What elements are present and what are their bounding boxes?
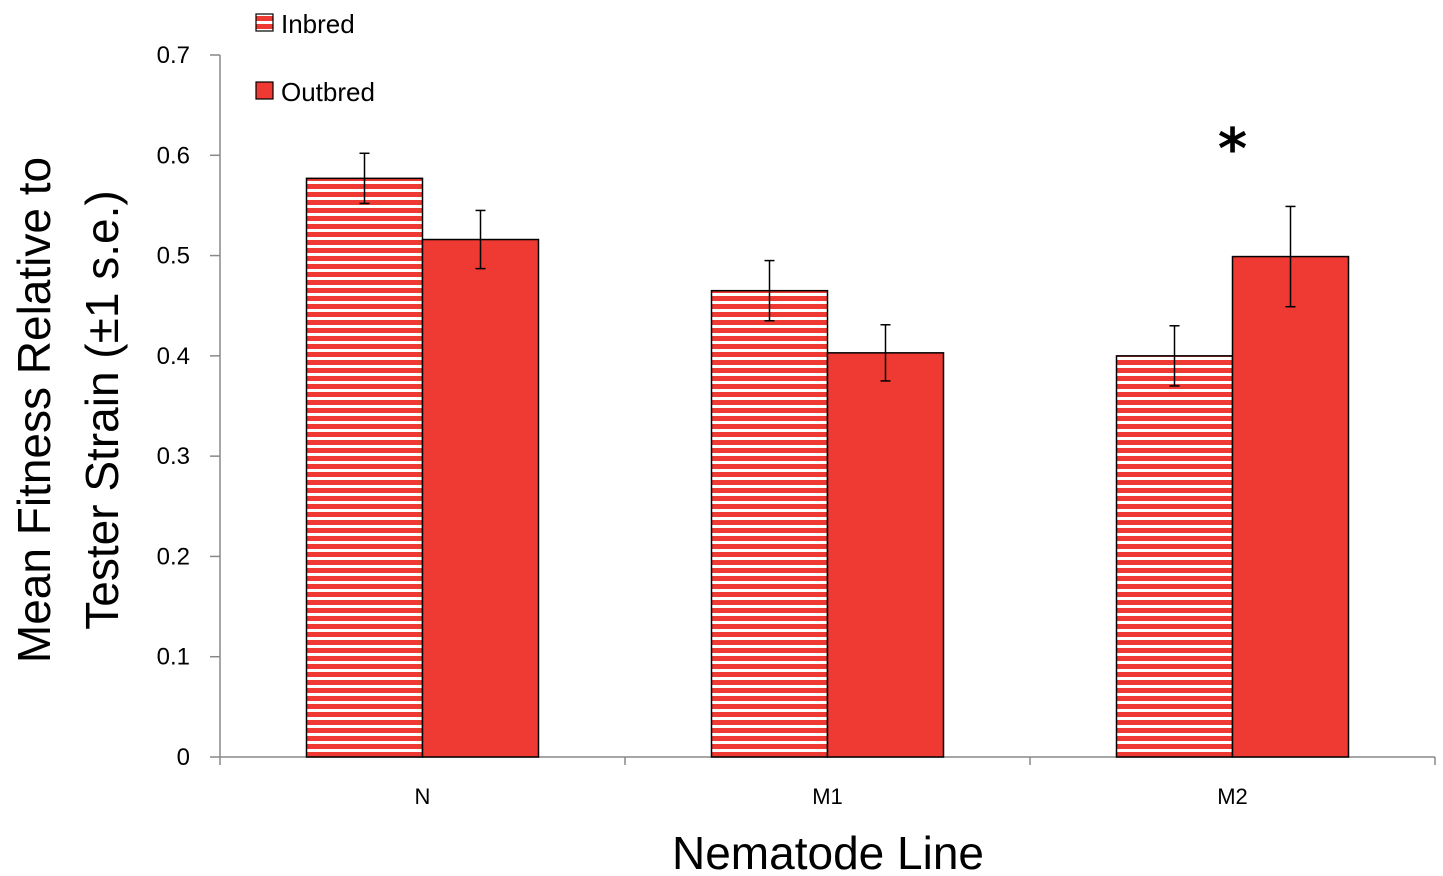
bar-outbred-n xyxy=(421,238,540,758)
bar-outbred-m1 xyxy=(826,352,945,758)
y-axis: 0 0.1 0.2 0.3 0.4 0.5 0.6 0.7 xyxy=(157,42,221,771)
x-axis: N M1 M2 xyxy=(219,756,1436,809)
bar-inbred-n xyxy=(305,177,424,758)
legend-swatch-outbred xyxy=(255,81,274,100)
significance-asterisk: * xyxy=(1218,117,1247,182)
y-tick-label: 0.7 xyxy=(157,42,190,69)
y-tick-label: 0.6 xyxy=(157,142,190,169)
y-tick-label: 0 xyxy=(177,744,190,771)
legend-label-outbred: Outbred xyxy=(281,77,375,107)
bar-outbred-m2 xyxy=(1231,255,1350,758)
x-axis-title: Nematode Line xyxy=(672,827,984,876)
legend: Inbred Outbred xyxy=(255,9,375,107)
y-tick-label: 0.1 xyxy=(157,644,190,671)
annotations-group: * xyxy=(1218,117,1247,182)
bar-inbred-m2 xyxy=(1115,355,1234,758)
x-tick-label: M1 xyxy=(812,784,843,809)
y-axis-title-line-2: Tester Strain (±1 s.e.) xyxy=(76,190,128,629)
y-tick-label: 0.5 xyxy=(157,243,190,270)
x-tick-label: N xyxy=(415,784,431,809)
bars-group xyxy=(305,177,1350,758)
y-axis-title-line-1: Mean Fitness Relative to xyxy=(8,157,60,663)
y-tick-label: 0.3 xyxy=(157,443,190,470)
legend-label-inbred: Inbred xyxy=(281,9,355,39)
y-tick-label: 0.2 xyxy=(157,543,190,570)
x-tick-label: M2 xyxy=(1217,784,1248,809)
y-tick-label: 0.4 xyxy=(157,343,190,370)
error-bars-group xyxy=(359,152,1296,387)
bar-inbred-m1 xyxy=(710,289,829,758)
legend-swatch-inbred xyxy=(255,13,274,32)
